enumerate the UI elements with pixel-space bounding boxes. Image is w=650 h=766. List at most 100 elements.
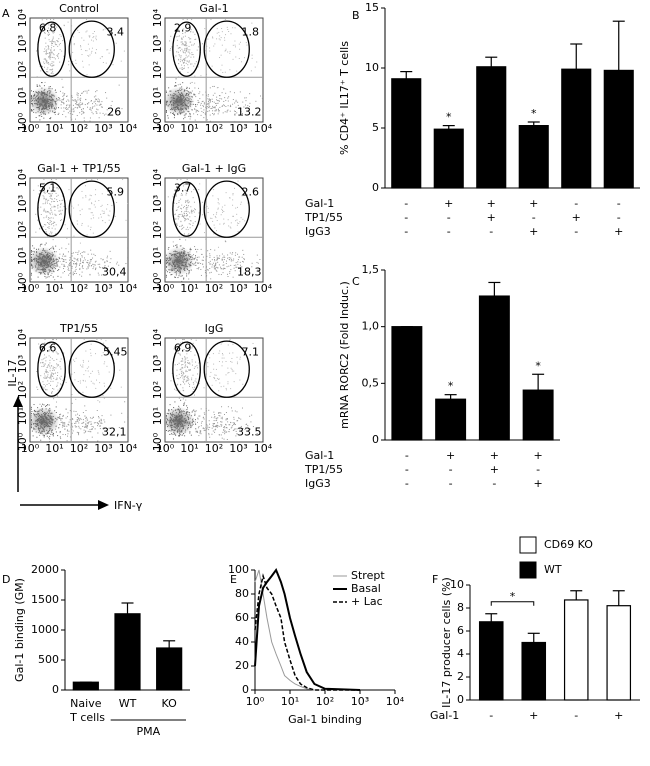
event-dot [30,98,32,100]
event-dot [192,420,194,422]
event-dot [106,257,108,259]
event-dot [172,112,174,114]
event-dot [169,272,171,274]
event-dot [175,276,177,278]
event-dot [62,40,64,42]
event-dot [190,91,192,93]
event-dot [176,256,178,258]
event-dot [187,427,189,429]
event-dot [189,113,191,115]
event-dot [72,60,74,62]
event-dot [188,264,190,266]
x-tick-label: 10⁰ [21,282,40,295]
event-dot [60,438,62,440]
event-dot [46,429,48,431]
event-dot [55,263,57,265]
event-dot [190,415,192,417]
event-dot [34,425,36,427]
event-dot [40,431,42,433]
event-dot [49,270,51,272]
event-dot [33,404,35,406]
event-dot [55,411,57,413]
event-dot [56,419,58,421]
event-dot [184,35,186,37]
event-dot [42,195,44,197]
event-dot [177,113,179,115]
event-dot [76,107,78,109]
event-dot [53,373,55,375]
event-dot [195,361,197,363]
event-dot [225,241,227,243]
event-dot [177,90,179,92]
event-dot [50,101,52,103]
event-dot [43,98,45,100]
event-dot [48,27,50,29]
event-dot [46,417,48,419]
event-dot [195,257,197,259]
event-dot [35,117,37,119]
event-dot [178,432,180,434]
event-dot [191,421,193,423]
event-dot [53,186,55,188]
event-dot [191,54,193,56]
event-dot [183,379,185,381]
event-dot [203,428,205,430]
event-dot [101,193,103,195]
event-dot [189,105,191,107]
event-dot [52,266,54,268]
event-dot [202,417,204,419]
event-dot [190,339,192,341]
event-dot [53,248,55,250]
event-dot [179,433,181,435]
event-dot [228,197,230,199]
event-dot [186,257,188,259]
event-dot [43,268,45,270]
event-dot [47,272,49,274]
event-dot [51,206,53,208]
event-dot [98,200,100,202]
event-dot [36,260,38,262]
event-dot [185,204,187,206]
event-dot [177,431,179,433]
event-dot [30,278,32,280]
event-dot [172,264,174,266]
event-dot [57,417,59,419]
event-dot [40,111,42,113]
event-dot [50,54,52,56]
event-dot [211,427,213,429]
event-dot [179,268,181,270]
event-dot [47,254,49,256]
event-dot [182,108,184,110]
event-dot [47,404,49,406]
event-dot [181,411,183,413]
event-dot [72,108,74,110]
event-dot [45,62,47,64]
event-dot [63,425,65,427]
event-dot [170,90,172,92]
event-dot [194,75,196,77]
y-tick-label: 10² [151,221,164,239]
event-dot [80,259,82,261]
event-dot [177,35,179,37]
event-dot [182,247,184,249]
event-dot [37,419,39,421]
event-dot [191,419,193,421]
event-dot [108,52,110,54]
event-dot [103,266,105,268]
event-dot [61,100,63,102]
event-dot [173,431,175,433]
event-dot [173,106,175,108]
event-dot [172,241,174,243]
event-dot [175,100,177,102]
event-dot [238,267,240,269]
event-dot [191,52,193,54]
event-dot [43,224,45,226]
event-dot [72,99,74,101]
event-dot [51,416,53,418]
event-dot [207,95,209,97]
event-dot [192,381,194,383]
series-line [254,567,361,691]
event-dot [207,103,209,105]
event-dot [80,260,82,262]
event-dot [51,43,53,45]
